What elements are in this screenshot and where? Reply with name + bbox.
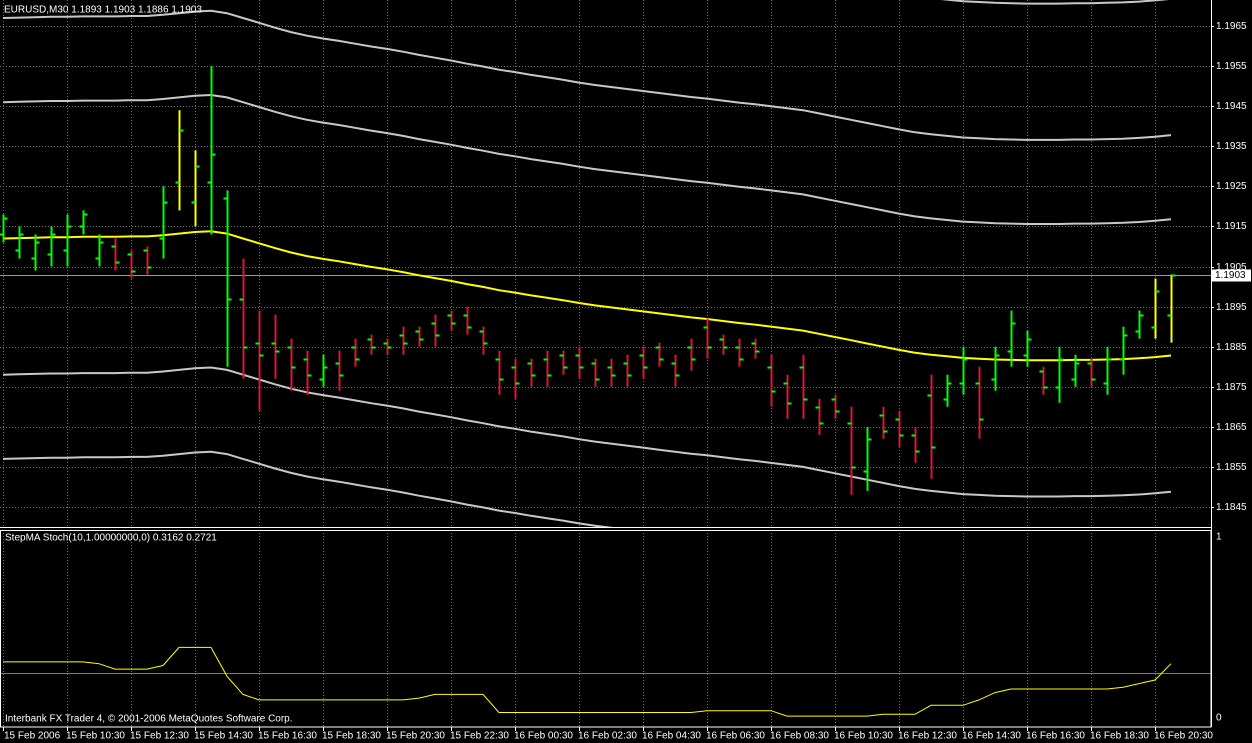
indicator-title: StepMA Stoch(10,1.00000000,0) 0.3162 0.2… [5,533,217,544]
y-tick-label: 1.1955 [1216,61,1247,72]
x-tick-label: 15 Feb 14:30 [194,731,253,742]
indicator-line [3,646,1172,717]
x-tick-label: 16 Feb 08:30 [770,731,829,742]
x-tick-label: 16 Feb 16:30 [1026,731,1085,742]
indicator-pane [0,530,1211,727]
y-tick-label: 1.1965 [1216,21,1247,32]
y-tick-label: 1.1865 [1216,422,1247,433]
x-tick-label: 16 Feb 00:30 [514,731,573,742]
x-tick-label: 15 Feb 10:30 [66,731,125,742]
moving-average [2,230,1172,362]
y-tick-label: 1.1925 [1216,181,1247,192]
x-tick-label: 16 Feb 18:30 [1090,731,1149,742]
y-tick-label: 1 [1216,532,1222,543]
x-tick-label: 16 Feb 12:30 [898,731,957,742]
x-tick-label: 16 Feb 20:30 [1154,731,1213,742]
envelope-line [2,366,1172,498]
y-tick-label: 0 [1216,713,1222,724]
x-tick-label: 15 Feb 16:30 [258,731,317,742]
last-price-label: 1.1903 [1215,270,1246,281]
last-price-box [1212,269,1251,282]
envelope-line [940,0,1170,5]
x-tick-label: 16 Feb 06:30 [706,731,765,742]
envelope-line [2,450,613,527]
x-tick-label: 15 Feb 20:30 [386,731,445,742]
x-tick-label: 15 Feb 12:30 [130,731,189,742]
y-tick-label: 1.1845 [1216,502,1247,513]
envelope-line [2,9,1172,141]
y-tick-label: 1.1885 [1216,342,1247,353]
plot-background [0,0,1211,527]
x-tick-label: 16 Feb 04:30 [642,731,701,742]
x-tick-label: 15 Feb 2006 [4,731,61,742]
x-tick-label: 15 Feb 22:30 [450,731,509,742]
y-tick-label: 1.1905 [1216,262,1247,273]
y-tick-label: 1.1855 [1216,462,1247,473]
x-tick-label: 15 Feb 18:30 [322,731,381,742]
y-tick-label: 1.1935 [1216,141,1247,152]
y-tick-label: 1.1895 [1216,302,1247,313]
x-tick-label: 16 Feb 14:30 [962,731,1021,742]
y-tick-label: 1.1945 [1216,101,1247,112]
chart-title: EURUSD,M30 1.1893 1.1903 1.1886 1.1903 [4,5,202,16]
y-tick-label: 1.1915 [1216,221,1247,232]
x-tick-label: 16 Feb 10:30 [834,731,893,742]
envelope-line [2,93,1172,225]
watermark: Interbank FX Trader 4, © 2001-2006 MetaQ… [5,714,293,725]
x-tick-label: 16 Feb 02:30 [578,731,637,742]
main-pane [0,0,1211,527]
y-tick-label: 1.1875 [1216,382,1247,393]
